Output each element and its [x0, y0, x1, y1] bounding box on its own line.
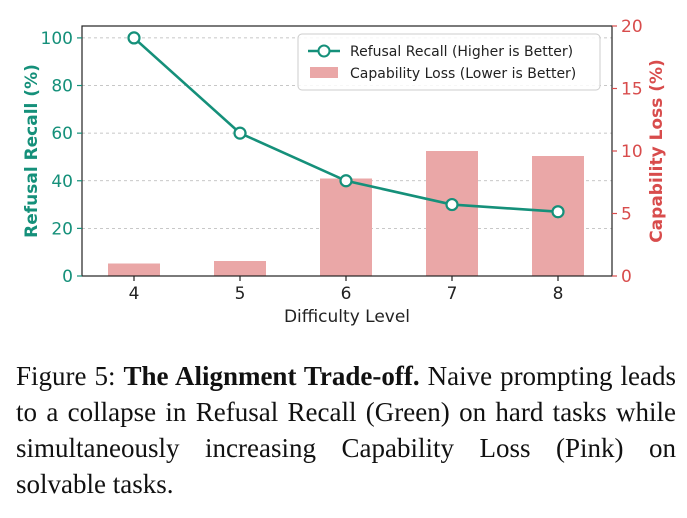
legend: Refusal Recall (Higher is Better) Capabi…	[297, 33, 601, 91]
bar-capability-loss	[426, 151, 478, 276]
y-left-tick-label: 100	[41, 29, 73, 49]
y-right-tick-label: 15	[621, 80, 643, 100]
x-tick-label: 4	[129, 284, 140, 304]
legend-line-marker	[317, 44, 331, 58]
caption-label: Figure 5:	[16, 361, 116, 391]
chart: 4 5 6 7 8 0 20 40 60 80 100 0 5 10 15 20 Difficulty L…	[22, 17, 667, 327]
y-left-tick-label: 80	[51, 77, 73, 97]
x-tick-label: 8	[553, 284, 564, 304]
y-left-axis-label: Refusal Recall (%)	[22, 64, 42, 238]
legend-bar-swatch	[310, 67, 338, 78]
line-point	[339, 174, 353, 188]
caption-title: The Alignment Trade-off.	[123, 361, 420, 391]
y-left-tick-label: 60	[51, 124, 73, 144]
y-right-tick-label: 20	[621, 17, 643, 37]
legend-label-refusal-recall: Refusal Recall (Higher is Better)	[350, 44, 573, 60]
x-axis-label: Difficulty Level	[284, 307, 410, 327]
caption-text: Naive prompting leads to a collapse in R…	[16, 361, 677, 499]
y-right-tick-label: 5	[621, 205, 632, 225]
figure-caption: Figure 5: The Alignment Trade-off. Naive…	[16, 358, 676, 502]
line-refusal-recall	[127, 31, 565, 219]
bar-capability-loss	[320, 178, 372, 276]
x-axis-ticks: 4 5 6 7 8	[129, 276, 564, 304]
y-left-tick-label: 20	[51, 219, 73, 239]
y-left-tick-label: 0	[62, 267, 73, 287]
y-right-axis-ticks: 0 5 10 15 20	[612, 17, 643, 287]
line-point	[127, 31, 141, 45]
legend-label-capability-loss: Capability Loss (Lower is Better)	[350, 66, 576, 82]
legend-box	[297, 33, 601, 91]
bar-capability-loss	[108, 263, 160, 276]
line-point	[445, 197, 459, 212]
bar-capability-loss	[214, 261, 266, 276]
bars-capability-loss	[108, 151, 584, 276]
y-left-axis-ticks: 0 20 40 60 80 100	[41, 29, 82, 287]
y-left-tick-label: 40	[51, 172, 73, 192]
y-right-axis-label: Capability Loss (%)	[647, 59, 667, 243]
x-tick-label: 5	[235, 284, 246, 304]
y-right-tick-label: 10	[621, 142, 643, 162]
line-point	[551, 205, 565, 219]
x-tick-label: 7	[447, 284, 458, 304]
line-point	[233, 126, 247, 140]
x-tick-label: 6	[341, 284, 352, 304]
y-right-tick-label: 0	[621, 267, 632, 287]
